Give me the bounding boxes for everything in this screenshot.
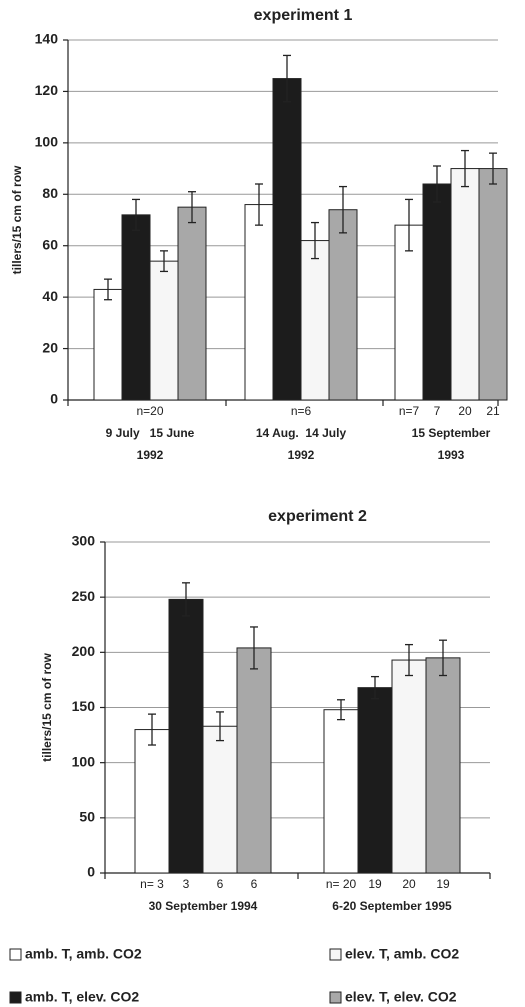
legend-label: amb. T, elev. CO2 xyxy=(25,989,139,1005)
n-label: 19 xyxy=(436,877,450,891)
n-label: n=7 xyxy=(399,404,420,418)
y-axis-label: tillers/15 cm of row xyxy=(10,165,24,274)
n-label: 19 xyxy=(368,877,382,891)
bar xyxy=(149,260,179,401)
y-tick-label: 0 xyxy=(50,391,58,407)
error-bar xyxy=(216,711,224,742)
bar xyxy=(425,657,461,874)
bar xyxy=(300,240,330,401)
x-tick-year: 1993 xyxy=(438,448,465,462)
bar xyxy=(202,725,238,874)
error-bar xyxy=(148,713,156,746)
error-bar xyxy=(188,191,196,224)
y-tick-label: 100 xyxy=(35,134,59,150)
y-tick-label: 100 xyxy=(72,753,96,769)
n-label: 6 xyxy=(217,877,224,891)
x-tick-year: 1992 xyxy=(288,448,315,462)
error-bar xyxy=(311,221,319,260)
bar xyxy=(328,209,358,401)
x-tick-label: 9 July 15 June xyxy=(106,426,195,440)
error-bar xyxy=(283,54,291,103)
y-tick-label: 300 xyxy=(72,533,96,549)
error-bar xyxy=(489,152,497,185)
legend-label: amb. T, amb. CO2 xyxy=(25,946,142,962)
bar xyxy=(272,78,302,401)
y-tick-label: 250 xyxy=(72,588,96,604)
y-tick-label: 140 xyxy=(35,31,59,47)
legend-swatch xyxy=(329,948,342,961)
bar xyxy=(121,214,151,401)
error-bar xyxy=(461,149,469,188)
legend-swatch xyxy=(9,991,22,1004)
x-tick-label: 15 September xyxy=(412,426,491,440)
legend-swatch xyxy=(9,948,22,961)
n-label: 3 xyxy=(183,877,190,891)
bar xyxy=(168,598,204,874)
bar xyxy=(394,224,424,401)
chart-title: experiment 2 xyxy=(268,508,367,525)
n-label: n= 20 xyxy=(326,877,357,891)
bar xyxy=(391,659,427,874)
error-bar xyxy=(337,699,345,721)
legend-swatch xyxy=(329,991,342,1004)
error-bar xyxy=(405,643,413,677)
x-tick-year: 1992 xyxy=(137,448,164,462)
y-tick-label: 40 xyxy=(42,288,58,304)
error-bar xyxy=(160,250,168,273)
bar xyxy=(244,204,274,401)
error-bar xyxy=(439,639,447,677)
error-bar xyxy=(371,675,379,700)
bar xyxy=(450,168,480,401)
y-tick-label: 150 xyxy=(72,698,96,714)
n-label: 6 xyxy=(251,877,258,891)
y-tick-label: 0 xyxy=(87,864,95,880)
bar xyxy=(134,729,170,874)
n-label: n=20 xyxy=(136,404,163,418)
x-tick-label: 30 September 1994 xyxy=(149,899,258,913)
bar xyxy=(422,183,452,401)
error-bar xyxy=(250,626,258,670)
legend-label: elev. T, amb. CO2 xyxy=(345,946,459,962)
x-tick-label: 14 Aug. 14 July xyxy=(256,426,347,440)
error-bar xyxy=(433,165,441,203)
bar xyxy=(323,709,359,874)
legend-label: elev. T, elev. CO2 xyxy=(345,989,457,1005)
chart-title: experiment 1 xyxy=(254,7,353,24)
y-tick-label: 20 xyxy=(42,339,58,355)
n-label: 20 xyxy=(458,404,472,418)
error-bar xyxy=(104,278,112,301)
n-label: n=6 xyxy=(291,404,312,418)
error-bar xyxy=(339,185,347,234)
n-label: 20 xyxy=(402,877,416,891)
bar xyxy=(357,687,393,874)
n-label: n= 3 xyxy=(140,877,164,891)
bar xyxy=(93,288,123,401)
bar xyxy=(177,206,207,401)
y-tick-label: 120 xyxy=(35,82,59,98)
x-tick-label: 6-20 September 1995 xyxy=(332,899,452,913)
y-tick-label: 50 xyxy=(79,809,95,825)
y-tick-label: 60 xyxy=(42,236,58,252)
y-tick-label: 200 xyxy=(72,643,96,659)
error-bar xyxy=(255,183,263,226)
n-label: 7 xyxy=(434,404,441,418)
y-axis-label: tillers/15 cm of row xyxy=(40,652,54,761)
error-bar xyxy=(182,582,190,617)
bar xyxy=(236,647,272,874)
n-label: 21 xyxy=(486,404,500,418)
y-tick-label: 80 xyxy=(42,185,58,201)
error-bar xyxy=(405,198,413,252)
bar xyxy=(478,168,508,401)
error-bar xyxy=(132,198,140,231)
